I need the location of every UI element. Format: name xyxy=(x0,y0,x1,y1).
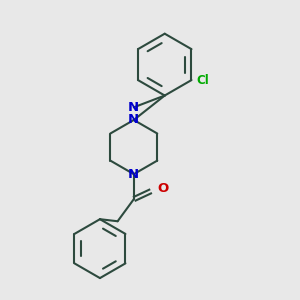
Text: N: N xyxy=(128,168,140,181)
Text: N: N xyxy=(128,101,140,114)
Text: N: N xyxy=(128,113,140,127)
Text: O: O xyxy=(158,182,169,195)
Text: Cl: Cl xyxy=(197,74,209,87)
